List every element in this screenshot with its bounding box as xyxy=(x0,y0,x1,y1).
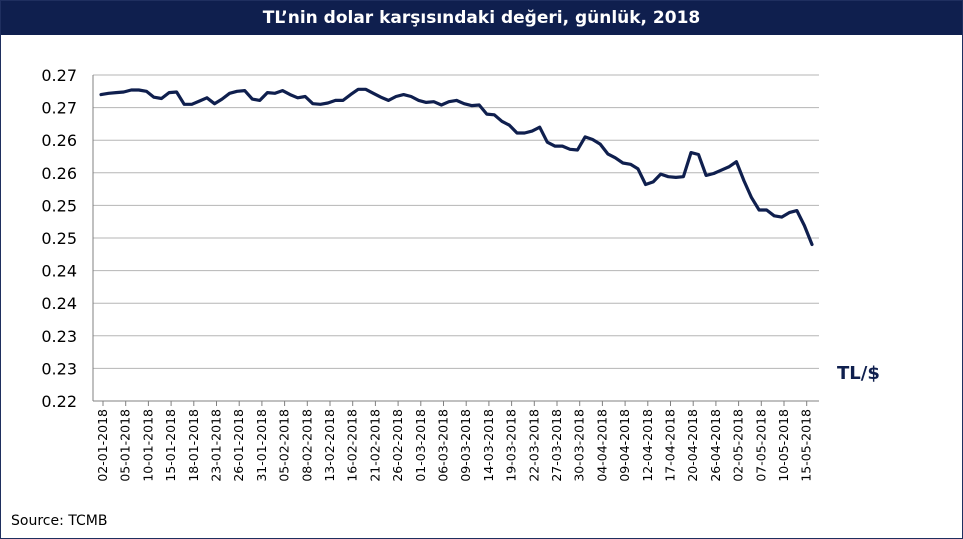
series-line-tl-usd xyxy=(99,87,814,247)
x-tick-label: 07-05-2018 xyxy=(753,409,768,482)
x-tick-label: 05-01-2018 xyxy=(118,409,133,482)
x-tick-label: 31-01-2018 xyxy=(254,409,269,482)
x-tick-label: 09-03-2018 xyxy=(458,409,473,482)
x-tick-label: 23-01-2018 xyxy=(209,409,224,482)
x-tick-label: 26-01-2018 xyxy=(231,409,246,482)
x-tick-label: 27-03-2018 xyxy=(549,409,564,482)
x-tick-label: 12-04-2018 xyxy=(640,409,655,482)
x-tick-label: 15-05-2018 xyxy=(799,409,814,482)
x-tick-label: 10-01-2018 xyxy=(140,409,155,482)
x-tick-label: 17-04-2018 xyxy=(663,409,678,482)
source-note: Source: TCMB xyxy=(11,513,108,529)
y-tick-label: 0.25 xyxy=(41,229,77,248)
x-axis-ticks: 02-01-2018 05-01-2018 10-01-2018 15-01-2018… xyxy=(95,401,814,482)
series-label: TL/$ xyxy=(837,363,880,384)
gridlines xyxy=(93,74,819,402)
x-tick-label: 18-01-2018 xyxy=(186,409,201,482)
x-tick-label: 10-05-2018 xyxy=(776,409,791,482)
y-tick-label: 0.24 xyxy=(41,294,77,313)
y-tick-label: 0.24 xyxy=(41,262,77,281)
x-tick-label: 21-02-2018 xyxy=(367,409,382,482)
y-tick-label: 0.26 xyxy=(41,164,77,183)
x-tick-label: 08-02-2018 xyxy=(299,409,314,482)
x-tick-label: 22-03-2018 xyxy=(526,409,541,482)
x-tick-label: 13-02-2018 xyxy=(322,409,337,482)
y-tick-label: 0.25 xyxy=(41,196,77,215)
y-tick-label: 0.27 xyxy=(41,66,77,85)
x-tick-label: 26-02-2018 xyxy=(390,409,405,482)
x-tick-label: 05-02-2018 xyxy=(277,409,292,482)
x-tick-label: 02-01-2018 xyxy=(95,409,110,482)
x-tick-label: 19-03-2018 xyxy=(504,409,519,482)
y-tick-label: 0.23 xyxy=(41,327,77,346)
chart-title: TL’nin dolar karşısındaki değeri, günlük… xyxy=(1,1,962,35)
x-tick-label: 04-04-2018 xyxy=(594,409,609,482)
x-tick-label: 14-03-2018 xyxy=(481,409,496,482)
x-tick-label: 09-04-2018 xyxy=(617,409,632,482)
x-tick-label: 06-03-2018 xyxy=(436,409,451,482)
x-tick-label: 26-04-2018 xyxy=(708,409,723,482)
x-tick-label: 30-03-2018 xyxy=(572,409,587,482)
axes xyxy=(92,75,819,402)
x-tick-label: 16-02-2018 xyxy=(345,409,360,482)
y-tick-label: 0.23 xyxy=(41,359,77,378)
x-tick-label: 20-04-2018 xyxy=(685,409,700,482)
y-tick-label: 0.27 xyxy=(41,99,77,118)
x-tick-label: 15-01-2018 xyxy=(163,409,178,482)
y-tick-label: 0.22 xyxy=(41,392,77,411)
y-tick-label: 0.26 xyxy=(41,131,77,150)
y-axis-ticks: 0.27 0.27 0.26 0.26 0.25 0.25 0.24 0.24 0.23 0.23… xyxy=(41,66,77,411)
x-tick-label: 02-05-2018 xyxy=(731,409,746,482)
x-tick-label: 01-03-2018 xyxy=(413,409,428,482)
